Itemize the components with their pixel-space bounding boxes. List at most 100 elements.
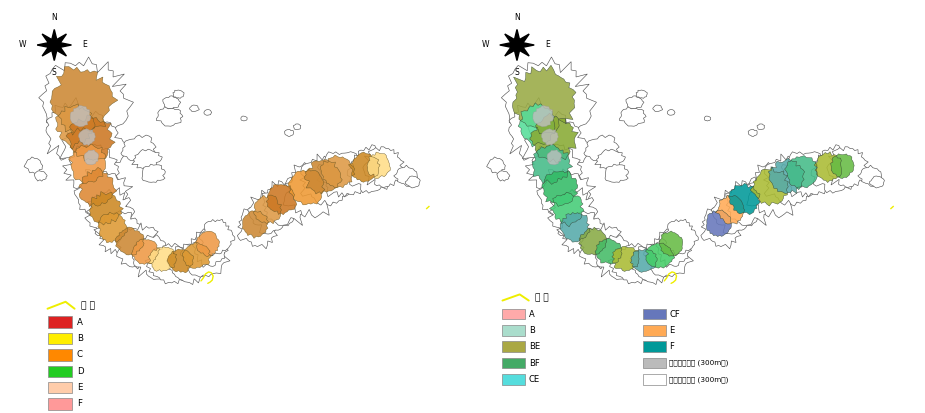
Polygon shape — [701, 206, 741, 249]
Polygon shape — [620, 107, 646, 126]
Polygon shape — [500, 29, 535, 61]
Polygon shape — [349, 152, 380, 182]
Bar — [502, 309, 525, 319]
Polygon shape — [533, 105, 554, 127]
Polygon shape — [711, 190, 758, 234]
Polygon shape — [166, 244, 214, 285]
Polygon shape — [363, 147, 404, 188]
Polygon shape — [595, 149, 625, 172]
Text: F: F — [670, 342, 674, 351]
Text: A: A — [77, 318, 82, 327]
Polygon shape — [584, 135, 620, 164]
Polygon shape — [321, 155, 354, 188]
Polygon shape — [60, 111, 128, 176]
Polygon shape — [405, 176, 420, 188]
Polygon shape — [242, 211, 268, 238]
Polygon shape — [46, 97, 98, 160]
Polygon shape — [285, 130, 293, 136]
Polygon shape — [283, 162, 342, 218]
Bar — [47, 316, 72, 328]
Polygon shape — [757, 124, 765, 130]
Polygon shape — [626, 96, 644, 109]
Polygon shape — [547, 150, 561, 165]
Polygon shape — [63, 144, 119, 199]
Polygon shape — [579, 227, 607, 255]
Polygon shape — [74, 169, 132, 222]
Text: BF: BF — [529, 358, 539, 368]
Polygon shape — [769, 158, 805, 194]
Polygon shape — [347, 145, 394, 193]
Polygon shape — [542, 171, 578, 206]
Polygon shape — [541, 129, 559, 145]
Bar — [47, 382, 72, 393]
Text: 임 도: 임 도 — [535, 293, 549, 302]
Polygon shape — [68, 144, 105, 184]
Polygon shape — [811, 145, 857, 193]
Text: C: C — [77, 350, 83, 359]
Polygon shape — [781, 152, 833, 197]
Polygon shape — [746, 162, 807, 218]
Polygon shape — [142, 164, 166, 182]
Polygon shape — [512, 65, 576, 134]
Polygon shape — [173, 90, 184, 98]
Text: E: E — [670, 326, 674, 335]
Polygon shape — [630, 244, 677, 285]
Polygon shape — [204, 109, 212, 115]
Polygon shape — [148, 247, 177, 271]
Text: A: A — [529, 309, 535, 318]
Polygon shape — [561, 212, 590, 242]
Polygon shape — [84, 150, 99, 165]
Polygon shape — [24, 157, 43, 174]
Bar — [643, 325, 666, 336]
Polygon shape — [608, 243, 660, 284]
Polygon shape — [131, 240, 160, 264]
Polygon shape — [704, 116, 710, 121]
Text: D: D — [77, 367, 83, 376]
Polygon shape — [56, 104, 95, 150]
Polygon shape — [580, 223, 624, 269]
Polygon shape — [94, 211, 146, 257]
Polygon shape — [814, 152, 842, 183]
Bar — [643, 374, 666, 385]
Text: E: E — [77, 383, 82, 392]
Polygon shape — [667, 109, 675, 115]
Polygon shape — [132, 235, 177, 280]
Polygon shape — [748, 130, 758, 136]
Polygon shape — [37, 29, 71, 61]
Text: CE: CE — [529, 375, 540, 384]
Polygon shape — [90, 192, 123, 225]
Polygon shape — [121, 135, 157, 164]
Polygon shape — [487, 157, 505, 174]
Polygon shape — [549, 192, 584, 227]
Polygon shape — [497, 171, 510, 181]
Polygon shape — [501, 57, 597, 151]
Polygon shape — [646, 243, 674, 268]
Polygon shape — [70, 105, 91, 127]
Polygon shape — [39, 57, 133, 151]
Polygon shape — [66, 115, 116, 161]
Polygon shape — [262, 177, 308, 225]
Polygon shape — [870, 176, 884, 188]
Polygon shape — [116, 227, 144, 255]
Polygon shape — [193, 228, 228, 267]
Polygon shape — [644, 234, 694, 277]
Polygon shape — [662, 219, 698, 256]
Polygon shape — [85, 188, 135, 239]
Bar — [643, 358, 666, 368]
Polygon shape — [726, 177, 771, 225]
Polygon shape — [180, 234, 230, 277]
Polygon shape — [79, 129, 95, 145]
Bar — [47, 398, 72, 410]
Polygon shape — [300, 154, 352, 206]
Polygon shape — [509, 97, 561, 160]
Polygon shape — [145, 243, 196, 284]
Polygon shape — [763, 154, 817, 206]
Polygon shape — [34, 171, 47, 181]
Text: W: W — [482, 40, 489, 50]
Polygon shape — [827, 147, 869, 188]
Text: N: N — [52, 13, 57, 22]
Polygon shape — [523, 111, 591, 176]
Bar — [47, 349, 72, 361]
Polygon shape — [656, 228, 692, 267]
Text: 집재불가지역 (300m내): 집재불가지역 (300m내) — [670, 360, 729, 366]
